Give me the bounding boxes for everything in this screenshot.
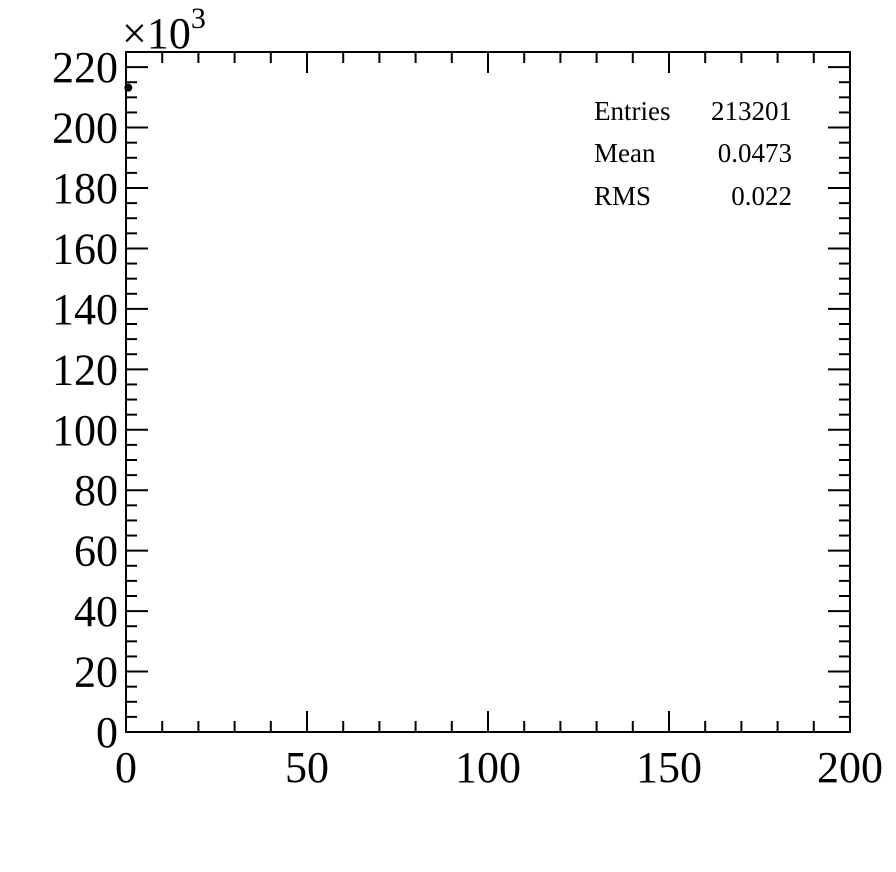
minor-ticks	[126, 51, 850, 732]
y-multiplier-exponent: 3	[191, 2, 206, 35]
x-tick-label: 200	[817, 743, 883, 792]
y-tick-label: 160	[52, 224, 118, 273]
y-tick-label: 180	[52, 164, 118, 213]
stats-rms-value: 0.022	[731, 181, 792, 211]
x-tick-label: 0	[115, 743, 137, 792]
stats-mean-value: 0.0473	[718, 138, 792, 168]
stats-entries-value: 213201	[711, 96, 792, 126]
x-tick-label: 50	[285, 743, 329, 792]
y-tick-label: 80	[74, 466, 118, 515]
y-axis-tick-labels: 0 20 40 60 80 100 120 140 160 180 200 220	[52, 43, 118, 757]
y-tick-label: 140	[52, 285, 118, 334]
y-tick-label: 0	[96, 708, 118, 757]
stats-mean-label: Mean	[594, 138, 656, 168]
y-tick-label: 100	[52, 406, 118, 455]
plot-frame	[125, 51, 851, 733]
y-tick-label: 220	[52, 43, 118, 92]
x-axis-tick-labels: 0 50 100 150 200	[115, 743, 883, 792]
stats-rms-label: RMS	[594, 181, 651, 211]
y-axis-multiplier: ×103	[122, 2, 206, 58]
major-ticks	[125, 52, 851, 733]
x-tick-label: 150	[636, 743, 702, 792]
y-tick-label: 60	[74, 527, 118, 576]
stats-entries-label: Entries	[594, 96, 670, 126]
stats-box: Entries 213201 Mean 0.0473 RMS 0.022	[594, 96, 792, 211]
y-tick-label: 40	[74, 587, 118, 636]
y-tick-label: 200	[52, 104, 118, 153]
y-tick-label: 120	[52, 345, 118, 394]
y-tick-label: 20	[74, 648, 118, 697]
y-multiplier-base: ×10	[122, 9, 191, 58]
x-tick-label: 100	[455, 743, 521, 792]
